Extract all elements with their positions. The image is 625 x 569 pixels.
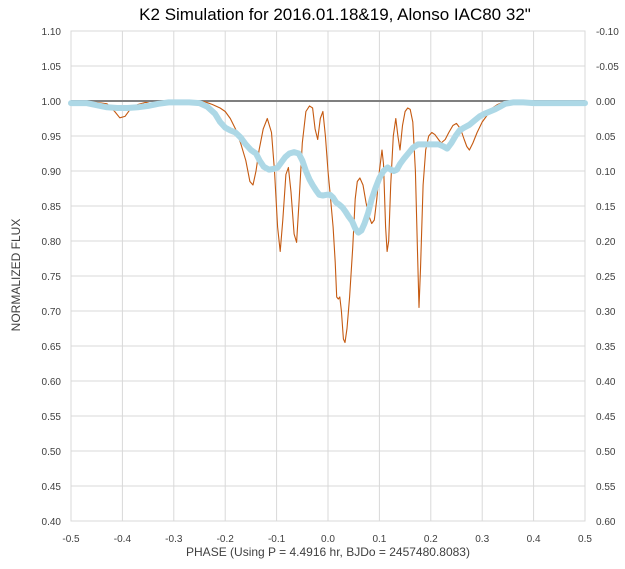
y-tick-label: 0.70 xyxy=(42,307,62,318)
x-tick-label: -0.2 xyxy=(217,534,235,545)
x-tick-label: 0.3 xyxy=(475,534,489,545)
y-tick-label: 1.10 xyxy=(42,27,62,38)
y2-tick-label: 0.30 xyxy=(596,307,616,318)
y-tick-label: 0.90 xyxy=(42,167,62,178)
y2-tick-label: 0.55 xyxy=(596,482,616,493)
y2-tick-label: 0.45 xyxy=(596,412,616,423)
y-tick-label: 0.75 xyxy=(42,272,62,283)
x-axis-title: PHASE (Using P = 4.4916 hr, BJDo = 24574… xyxy=(186,545,470,559)
y-tick-label: 0.50 xyxy=(42,447,62,458)
x-tick-label: 0.0 xyxy=(321,534,335,545)
y-axis-title: NORMALIZED FLUX xyxy=(9,219,23,332)
y2-tick-label: 0.00 xyxy=(596,97,616,108)
y-tick-label: 0.80 xyxy=(42,237,62,248)
x-axis-tick-labels: -0.5 -0.4 -0.3 -0.2 -0.1 0.0 0.1 0.2 0.3 0.4 0.5 xyxy=(62,534,592,545)
y2-tick-label: 0.35 xyxy=(596,342,616,353)
y-tick-label: 1.00 xyxy=(42,97,62,108)
chart-title: K2 Simulation for 2016.01.18&19, Alonso … xyxy=(139,5,531,24)
y-tick-label: 1.05 xyxy=(42,62,62,73)
y-axis-tick-labels: 0.40 0.45 0.50 0.55 0.60 0.65 0.70 0.75 0.80 0.85… xyxy=(42,27,62,528)
y2-tick-label: 0.15 xyxy=(596,202,616,213)
y2-tick-label: 0.05 xyxy=(596,132,616,143)
x-tick-label: -0.1 xyxy=(268,534,286,545)
y-tick-label: 0.65 xyxy=(42,342,62,353)
y2-tick-label: 0.20 xyxy=(596,237,616,248)
y2-tick-label: 0.10 xyxy=(596,167,616,178)
x-tick-label: -0.3 xyxy=(165,534,183,545)
series-layer xyxy=(68,99,588,344)
x-tick-label: -0.5 xyxy=(62,534,80,545)
x-tick-label: -0.4 xyxy=(114,534,132,545)
y2-tick-label: 0.25 xyxy=(596,272,616,283)
x-tick-label: 0.4 xyxy=(527,534,541,545)
y-tick-label: 0.55 xyxy=(42,412,62,423)
y2-tick-label: -0.10 xyxy=(596,27,619,38)
y-tick-label: 0.45 xyxy=(42,482,62,493)
y2-tick-label: 0.60 xyxy=(596,517,616,528)
y-tick-label: 0.40 xyxy=(42,517,62,528)
y-tick-label: 0.85 xyxy=(42,202,62,213)
x-tick-label: 0.5 xyxy=(578,534,592,545)
observed-series-line xyxy=(70,100,586,344)
y2-tick-label: -0.05 xyxy=(596,62,619,73)
y-tick-label: 0.60 xyxy=(42,377,62,388)
simulation-series-line xyxy=(68,99,588,236)
y-tick-label: 0.95 xyxy=(42,132,62,143)
secondary-y-axis-tick-labels: 0.60 0.55 0.50 0.45 0.40 0.35 0.30 0.25 0.20 0.15… xyxy=(596,27,619,528)
x-tick-label: 0.2 xyxy=(424,534,438,545)
y2-tick-label: 0.50 xyxy=(596,447,616,458)
plot-area-frame xyxy=(70,30,586,522)
x-tick-label: 0.1 xyxy=(372,534,386,545)
y2-tick-label: 0.40 xyxy=(596,377,616,388)
